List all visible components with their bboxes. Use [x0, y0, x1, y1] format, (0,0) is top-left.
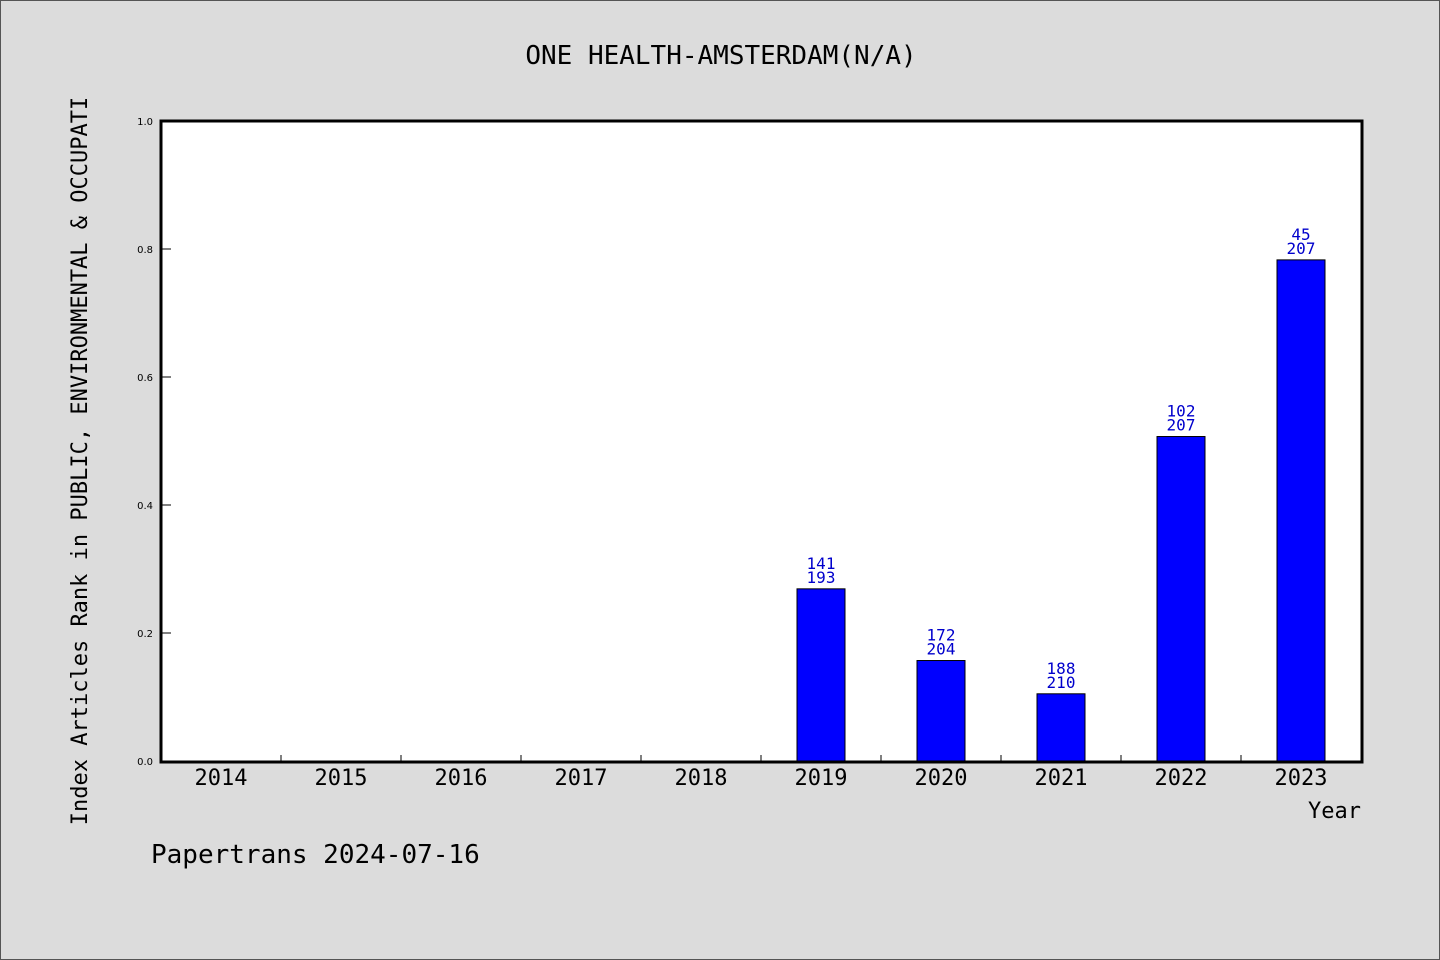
x-tick-label: 2019 — [795, 766, 848, 791]
x-tick-label: 2022 — [1155, 766, 1208, 791]
bar-label-rank: 102 — [1167, 402, 1196, 421]
bar-label-rank: 188 — [1047, 659, 1076, 678]
y-tick-label: 0.4 — [137, 501, 153, 512]
y-tick-label: 0.0 — [137, 757, 153, 768]
bar-label-rank: 45 — [1291, 225, 1310, 244]
bar-label-total: 207 — [1167, 416, 1196, 435]
y-tick-label: 1.0 — [137, 117, 153, 128]
y-tick-label: 0.6 — [137, 373, 153, 384]
x-tick-label: 2017 — [555, 766, 608, 791]
bar-label-total: 210 — [1047, 673, 1076, 692]
x-axis: 2014 2015 2016 2017 2018 2019 2020 2021 2022 2023 — [195, 755, 1328, 791]
bar — [1036, 693, 1086, 762]
x-tick-label: 2018 — [675, 766, 728, 791]
bar-label-total: 193 — [807, 568, 836, 587]
x-tick-label: 2016 — [435, 766, 488, 791]
bar-label-total: 204 — [927, 640, 956, 659]
bar — [1276, 259, 1326, 762]
y-tick-label: 0.8 — [137, 245, 153, 256]
x-axis-label: Year — [1308, 799, 1361, 824]
bar — [1156, 436, 1206, 762]
x-tick-label: 2021 — [1035, 766, 1088, 791]
y-axis: 0.0 0.2 0.4 0.6 0.8 1.0 — [137, 117, 171, 768]
x-tick-label: 2020 — [915, 766, 968, 791]
bar — [796, 588, 846, 762]
chart-title: ONE HEALTH-AMSTERDAM(N/A) — [525, 41, 916, 71]
footer-text: Papertrans 2024-07-16 — [151, 840, 480, 870]
x-tick-label: 2014 — [195, 766, 248, 791]
x-tick-label: 2015 — [315, 766, 368, 791]
y-tick-label: 0.2 — [137, 629, 153, 640]
bar-label-rank: 172 — [927, 626, 956, 645]
bar-label-total: 207 — [1287, 239, 1316, 258]
y-axis-label: Index Articles Rank in PUBLIC, ENVIRONME… — [68, 97, 93, 825]
x-tick-label: 2023 — [1275, 766, 1328, 791]
bar-label-rank: 141 — [807, 554, 836, 573]
bar — [916, 660, 966, 762]
